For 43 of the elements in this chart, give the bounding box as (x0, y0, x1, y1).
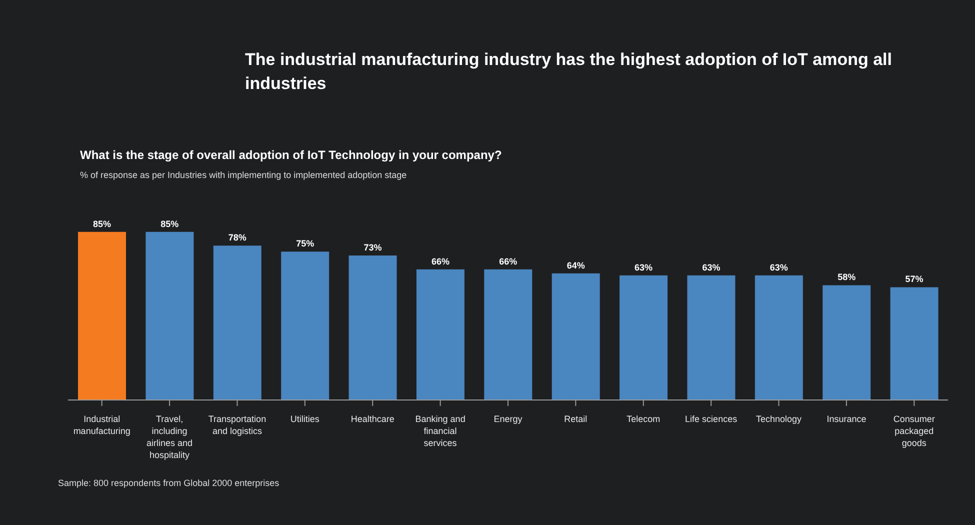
bar (552, 273, 600, 400)
bar (213, 246, 262, 400)
chart-title: The industrial manufacturing industry has the highest adoption of IoT among all industries (245, 49, 893, 95)
data-label: 66% (499, 256, 518, 266)
data-label: 63% (634, 262, 653, 272)
text: % of response as per Industries with implementing to implemented adoption stage (80, 170, 407, 180)
data-label: 63% (770, 262, 788, 272)
x-tick-label: Industrial manufacturing (73, 414, 130, 436)
x-tick-label: Healthcare (350, 414, 394, 424)
bar (78, 232, 126, 400)
x-tick-label: Technology (756, 414, 802, 424)
data-label: 85% (160, 218, 179, 229)
bar (620, 275, 668, 400)
x-tick-label: Retail (564, 414, 588, 424)
bar (484, 269, 532, 400)
chart-subtitle: What is the stage of overall adoption of IoT Technology in your company? (80, 148, 502, 162)
data-label: 66% (431, 256, 450, 266)
x-tick-label: Telecom (626, 414, 660, 424)
x-tick-label: Utilities (290, 414, 320, 424)
data-label: 78% (228, 232, 246, 243)
bar (416, 269, 464, 400)
x-tick-label: Insurance (826, 414, 866, 424)
data-label: 57% (905, 274, 924, 284)
bar (754, 275, 803, 400)
x-tick-label: Banking and financial services (415, 414, 466, 448)
data-label: 85% (92, 218, 112, 229)
x-tick-label: Transportation and logistics (208, 414, 266, 436)
data-label: 58% (838, 272, 856, 282)
bar (890, 287, 938, 400)
bar (348, 256, 397, 400)
bar (146, 232, 194, 400)
data-label: 75% (296, 238, 314, 249)
x-tick-label: Travel, including airlines and hospitality (146, 414, 193, 460)
x-tick-label: Consumer packaged goods (893, 414, 935, 448)
bar (281, 252, 330, 400)
text: Sample: 800 respondents from Global 2000 enterprises (58, 478, 280, 488)
bar (687, 275, 736, 400)
x-tick-label: Energy (494, 414, 523, 424)
x-tick-label: Life sciences (685, 414, 738, 424)
data-label: 64% (566, 260, 585, 270)
bar (822, 285, 871, 400)
data-label: 73% (364, 242, 382, 253)
data-label: 63% (702, 262, 720, 272)
